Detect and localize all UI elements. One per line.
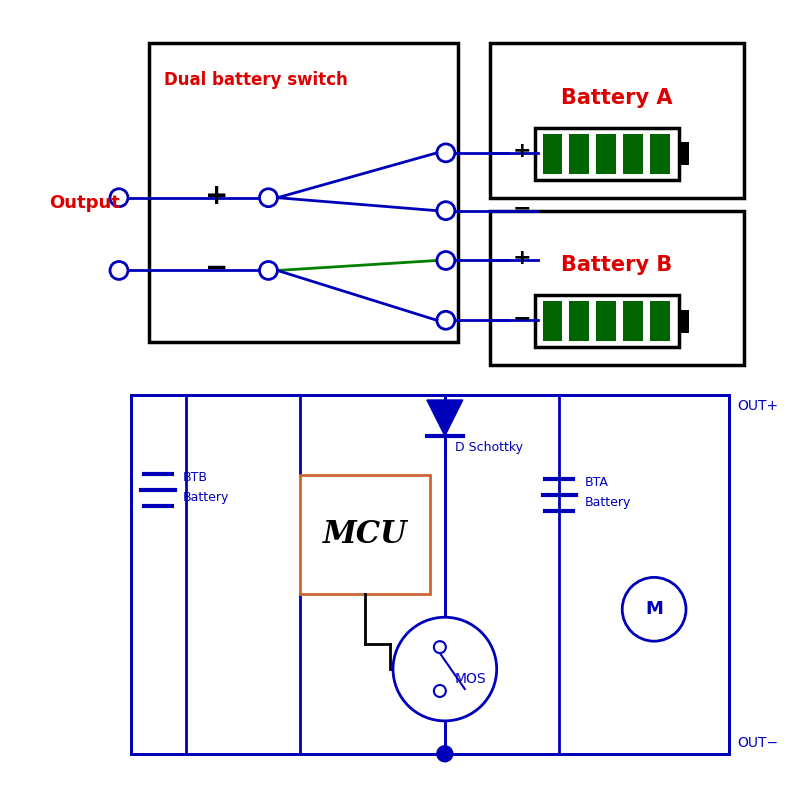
- Text: M: M: [645, 600, 663, 618]
- Bar: [542, 302, 562, 342]
- Text: Output: Output: [49, 194, 119, 212]
- Bar: [534, 128, 679, 180]
- Bar: [679, 142, 689, 166]
- Bar: [570, 134, 590, 174]
- Text: Battery A: Battery A: [561, 88, 673, 108]
- Bar: [570, 302, 590, 342]
- Bar: [596, 302, 616, 342]
- Bar: [596, 134, 616, 174]
- Circle shape: [437, 746, 453, 762]
- Circle shape: [622, 578, 686, 641]
- Text: Dual battery switch: Dual battery switch: [164, 71, 347, 89]
- Bar: [623, 302, 643, 342]
- Bar: [650, 302, 670, 342]
- Bar: [131, 395, 729, 754]
- Text: −: −: [513, 308, 531, 328]
- Text: BTB: BTB: [182, 471, 208, 484]
- Text: OUT−: OUT−: [737, 736, 778, 750]
- Text: +: +: [513, 249, 531, 269]
- Text: −: −: [205, 254, 228, 282]
- Bar: [149, 43, 458, 342]
- Text: Battery B: Battery B: [561, 255, 672, 275]
- Bar: [542, 134, 562, 174]
- Text: MCU: MCU: [323, 519, 407, 550]
- Text: MOS: MOS: [455, 672, 486, 686]
- Bar: [300, 474, 430, 594]
- Bar: [650, 134, 670, 174]
- Bar: [490, 210, 744, 365]
- Bar: [679, 310, 689, 333]
- Bar: [490, 43, 744, 198]
- Text: +: +: [513, 141, 531, 161]
- Text: Battery: Battery: [182, 491, 229, 504]
- Circle shape: [393, 618, 497, 721]
- Bar: [623, 134, 643, 174]
- Text: OUT+: OUT+: [737, 399, 778, 413]
- Polygon shape: [427, 400, 462, 436]
- Text: Battery: Battery: [584, 496, 630, 509]
- Text: −: −: [513, 198, 531, 218]
- Bar: [534, 295, 679, 347]
- Text: +: +: [205, 182, 228, 210]
- Text: D Schottky: D Schottky: [455, 441, 523, 454]
- Text: BTA: BTA: [584, 476, 608, 490]
